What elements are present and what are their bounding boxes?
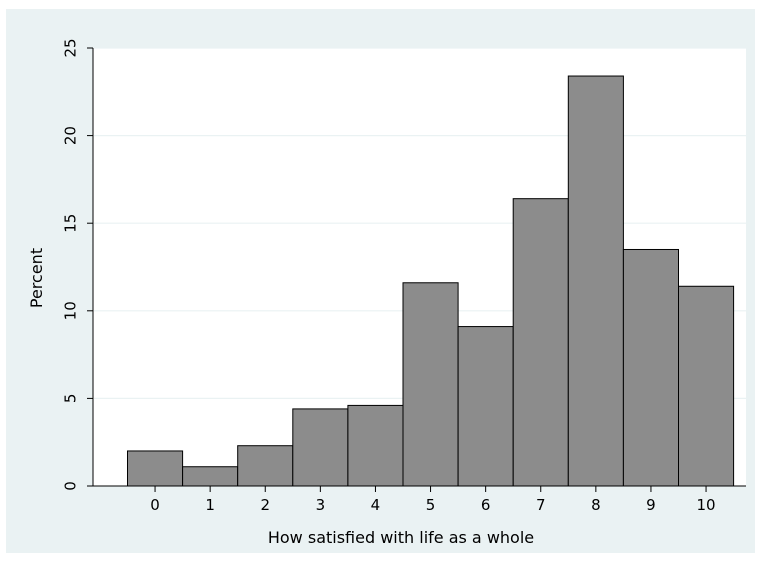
x-tick-label: 5 (426, 496, 436, 514)
x-axis-title: How satisfied with life as a whole (268, 528, 534, 547)
bar-0 (128, 451, 183, 486)
y-axis-title: Percent (27, 248, 46, 308)
bar-3 (293, 409, 348, 486)
bar-8 (568, 76, 623, 486)
y-tick-label: 5 (61, 394, 79, 404)
x-tick-label: 9 (646, 496, 656, 514)
y-tick-label: 15 (61, 214, 79, 233)
bar-6 (458, 327, 513, 486)
bar-4 (348, 405, 403, 486)
bar-9 (623, 249, 678, 486)
x-tick-label: 3 (316, 496, 326, 514)
x-tick-label: 2 (260, 496, 270, 514)
x-tick-label: 4 (371, 496, 381, 514)
x-tick-label: 1 (205, 496, 215, 514)
y-tick-label: 0 (61, 481, 79, 491)
x-tick-label: 0 (150, 496, 160, 514)
bar-2 (238, 446, 293, 486)
y-tick-label: 10 (61, 301, 79, 320)
y-tick-label: 25 (61, 38, 79, 57)
bar-5 (403, 283, 458, 486)
x-tick-label: 7 (536, 496, 546, 514)
x-tick-label: 6 (481, 496, 491, 514)
y-tick-label: 20 (61, 126, 79, 145)
x-tick-label: 8 (591, 496, 601, 514)
bar-1 (183, 467, 238, 486)
x-tick-label: 10 (697, 496, 716, 514)
bar-7 (513, 199, 568, 486)
bar-10 (679, 286, 734, 486)
